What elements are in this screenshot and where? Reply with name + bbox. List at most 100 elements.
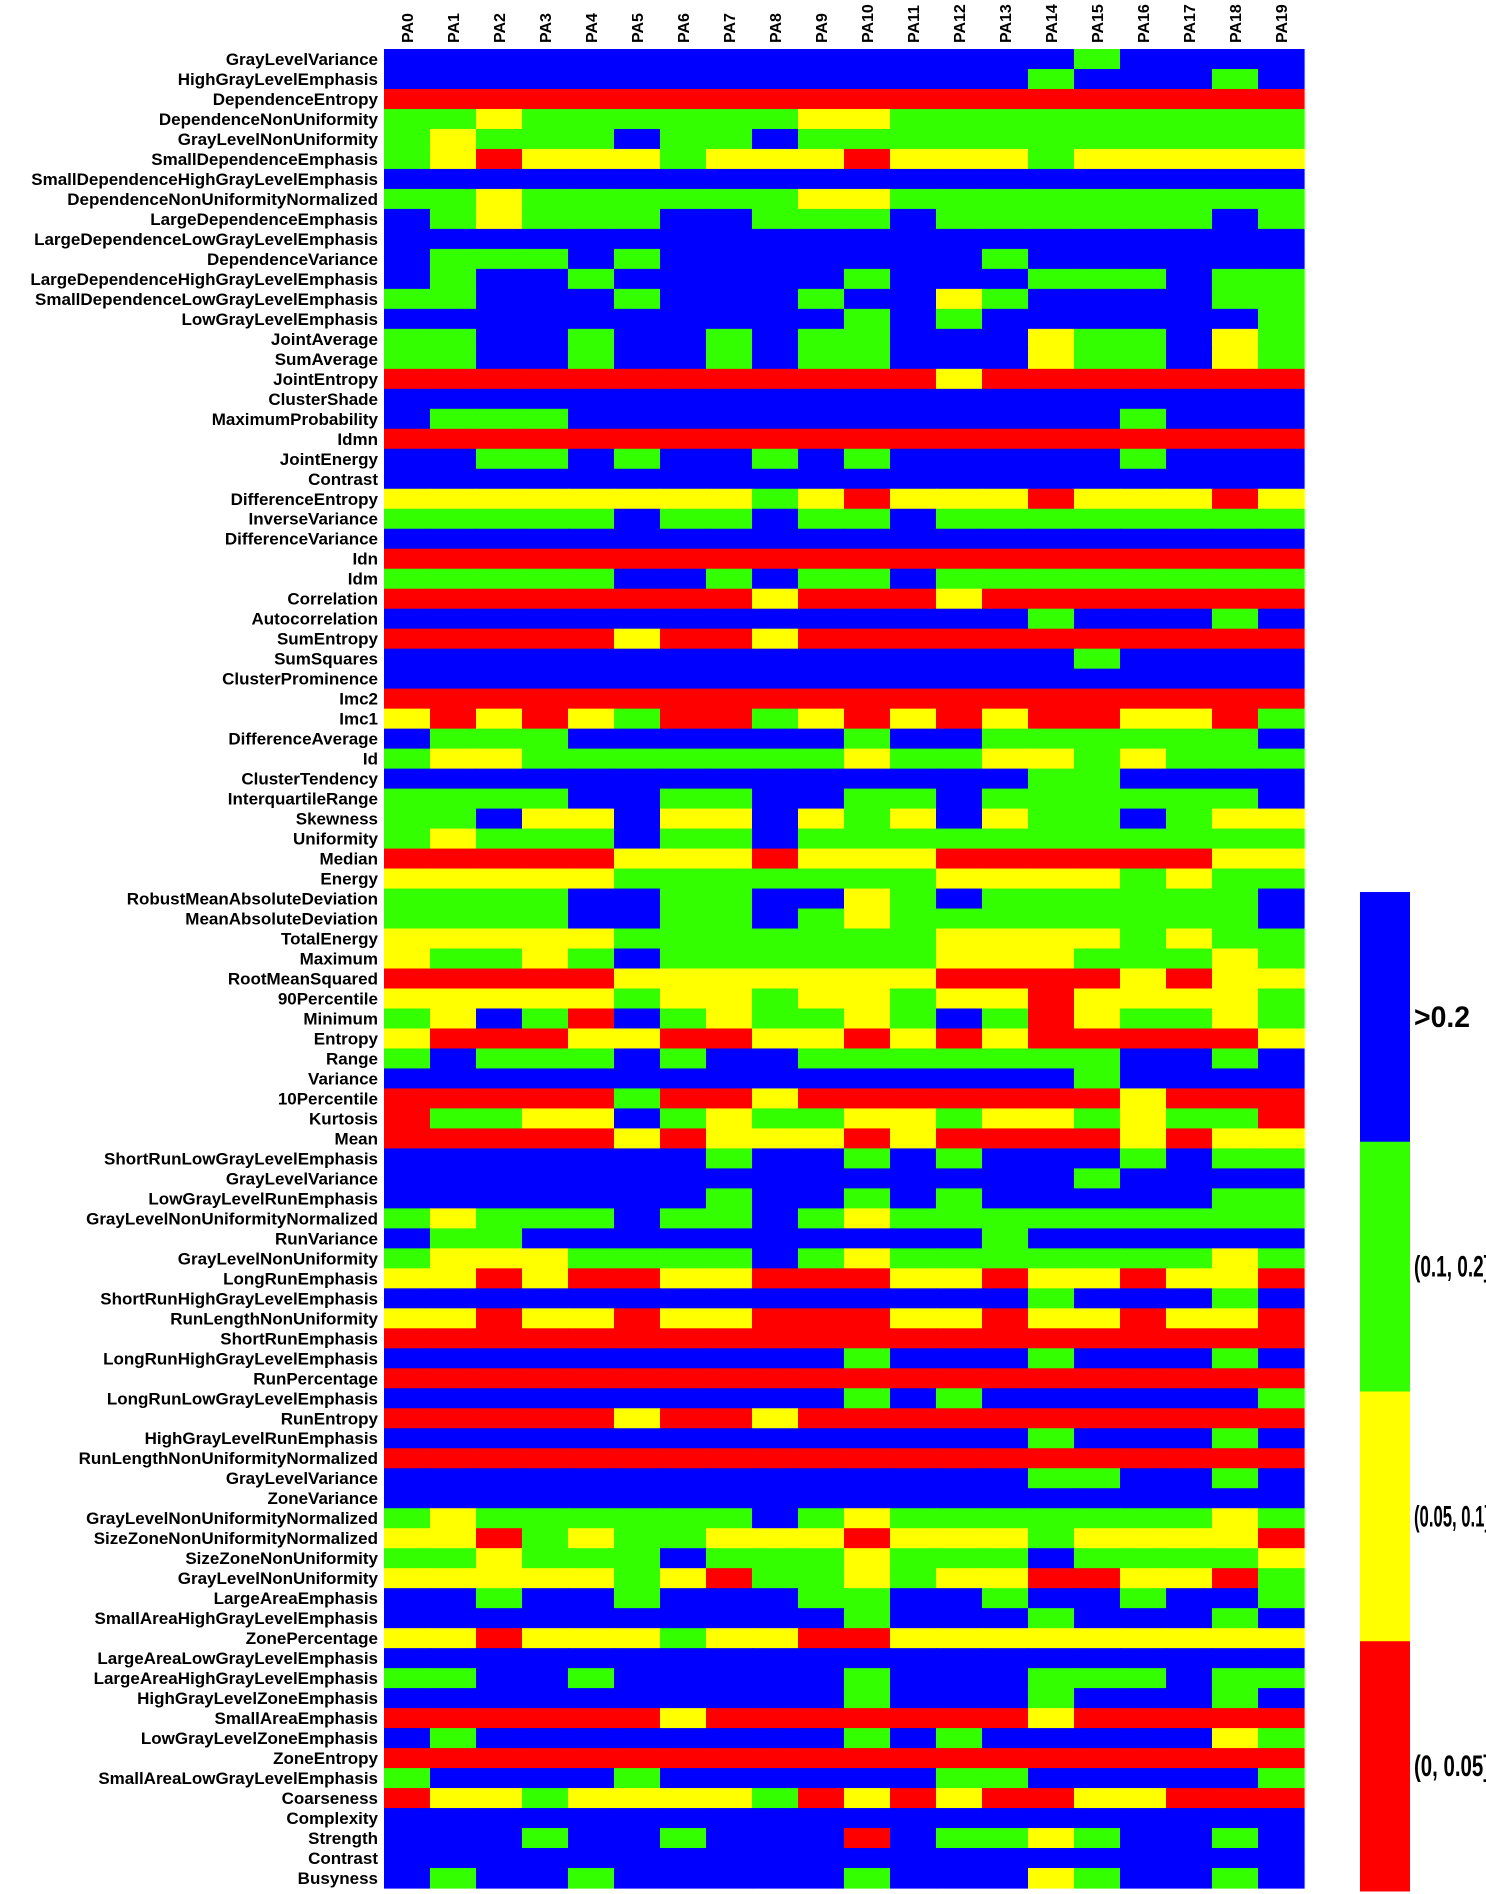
heatmap-cell	[1166, 1368, 1213, 1389]
heatmap-cell	[752, 748, 799, 770]
heatmap-cell	[1120, 268, 1167, 290]
heatmap-cell	[384, 1828, 431, 1849]
heatmap-cell	[1120, 1668, 1167, 1689]
heatmap-cell	[430, 908, 477, 930]
heatmap-cell	[1028, 1668, 1075, 1689]
heatmap-cell	[522, 768, 569, 790]
heatmap-cell	[1074, 1568, 1121, 1589]
row-label: GrayLevelNonUniformity	[178, 1249, 379, 1268]
heatmap-cell	[384, 328, 431, 350]
heatmap-cell	[798, 88, 845, 110]
heatmap-cell	[1074, 1428, 1121, 1449]
heatmap-cell	[568, 148, 615, 170]
heatmap-cell	[1258, 1428, 1305, 1449]
heatmap-cell	[1166, 1088, 1213, 1110]
heatmap-cell	[568, 808, 615, 830]
heatmap-cell	[430, 1208, 477, 1229]
heatmap-cell	[982, 1288, 1029, 1309]
heatmap-cell	[660, 1548, 707, 1569]
heatmap-cell	[798, 128, 845, 150]
heatmap-cell	[706, 428, 753, 450]
heatmap-cell	[706, 628, 753, 650]
row-label: TotalEnergy	[281, 930, 379, 949]
heatmap-cell	[614, 788, 661, 810]
heatmap-cell	[1212, 948, 1259, 970]
heatmap-cell	[476, 908, 523, 930]
heatmap-cell	[1258, 448, 1305, 470]
heatmap-cell	[890, 1208, 937, 1229]
heatmap-cell	[660, 128, 707, 150]
row-label: LargeAreaEmphasis	[214, 1589, 378, 1608]
heatmap-cell	[936, 1748, 983, 1769]
heatmap-cell	[1212, 1568, 1259, 1589]
heatmap-cell	[936, 208, 983, 230]
row-label: LongRunEmphasis	[223, 1269, 378, 1288]
heatmap-cell	[384, 788, 431, 810]
heatmap-cell	[798, 1688, 845, 1709]
heatmap-cell	[1166, 708, 1213, 730]
heatmap-cell	[936, 1588, 983, 1609]
heatmap-cell	[982, 408, 1029, 430]
heatmap-cell	[844, 1728, 891, 1749]
heatmap-cell	[1166, 108, 1213, 130]
row-label: LongRunLowGrayLevelEmphasis	[107, 1389, 378, 1408]
heatmap-cell	[936, 608, 983, 630]
heatmap-cell	[522, 1348, 569, 1369]
heatmap-cell	[568, 1708, 615, 1729]
heatmap-cell	[890, 1648, 937, 1669]
legend-swatch	[1360, 892, 1410, 1143]
heatmap-cell	[1212, 1248, 1259, 1269]
heatmap-cell	[430, 448, 477, 470]
heatmap-cell	[1120, 68, 1167, 90]
heatmap-cell	[890, 688, 937, 710]
heatmap-cell	[1258, 408, 1305, 430]
heatmap-cell	[706, 1388, 753, 1409]
heatmap-cell	[384, 1348, 431, 1369]
heatmap-cell	[476, 1108, 523, 1130]
heatmap-cell	[660, 168, 707, 190]
heatmap-cell	[982, 108, 1029, 130]
heatmap-cell	[384, 1568, 431, 1589]
heatmap-cell	[844, 1188, 891, 1209]
heatmap-cell	[936, 1868, 983, 1889]
heatmap-cell	[1212, 1208, 1259, 1229]
heatmap-cell	[522, 908, 569, 930]
heatmap-cell	[1166, 1328, 1213, 1349]
heatmap-cell	[1212, 1288, 1259, 1309]
heatmap-cell	[476, 1088, 523, 1110]
heatmap-cell	[1120, 1748, 1167, 1769]
heatmap-cell	[568, 1248, 615, 1269]
heatmap-cell	[752, 268, 799, 290]
heatmap-cell	[384, 908, 431, 930]
heatmap-cell	[614, 888, 661, 910]
heatmap-cell	[384, 268, 431, 290]
heatmap-cell	[706, 1208, 753, 1229]
heatmap-cell	[936, 1468, 983, 1489]
heatmap-cell	[890, 1848, 937, 1869]
heatmap-cell	[982, 1848, 1029, 1869]
heatmap-cell	[1028, 268, 1075, 290]
heatmap-cell	[1166, 1248, 1213, 1269]
heatmap-cell	[1028, 1228, 1075, 1249]
heatmap-cell	[1212, 768, 1259, 790]
heatmap-cell	[890, 1768, 937, 1789]
heatmap-cell	[844, 888, 891, 910]
column-label: PA7	[722, 13, 739, 43]
row-label: HighGrayLevelZoneEmphasis	[137, 1689, 378, 1708]
heatmap-cell	[384, 1748, 431, 1769]
heatmap-cell	[844, 1628, 891, 1649]
heatmap-cell	[1212, 68, 1259, 90]
heatmap-cell	[660, 1768, 707, 1789]
heatmap-cell	[384, 1768, 431, 1789]
heatmap-cell	[844, 1228, 891, 1249]
heatmap-cell	[844, 428, 891, 450]
heatmap-cell	[384, 768, 431, 790]
heatmap-cell	[752, 1568, 799, 1589]
column-label: PA18	[1228, 4, 1245, 43]
heatmap-cell	[1212, 1728, 1259, 1749]
heatmap-cell	[1074, 968, 1121, 990]
heatmap-cell	[614, 1128, 661, 1149]
heatmap-cell	[890, 1368, 937, 1389]
heatmap-cell	[660, 228, 707, 250]
heatmap-cell	[476, 1148, 523, 1169]
